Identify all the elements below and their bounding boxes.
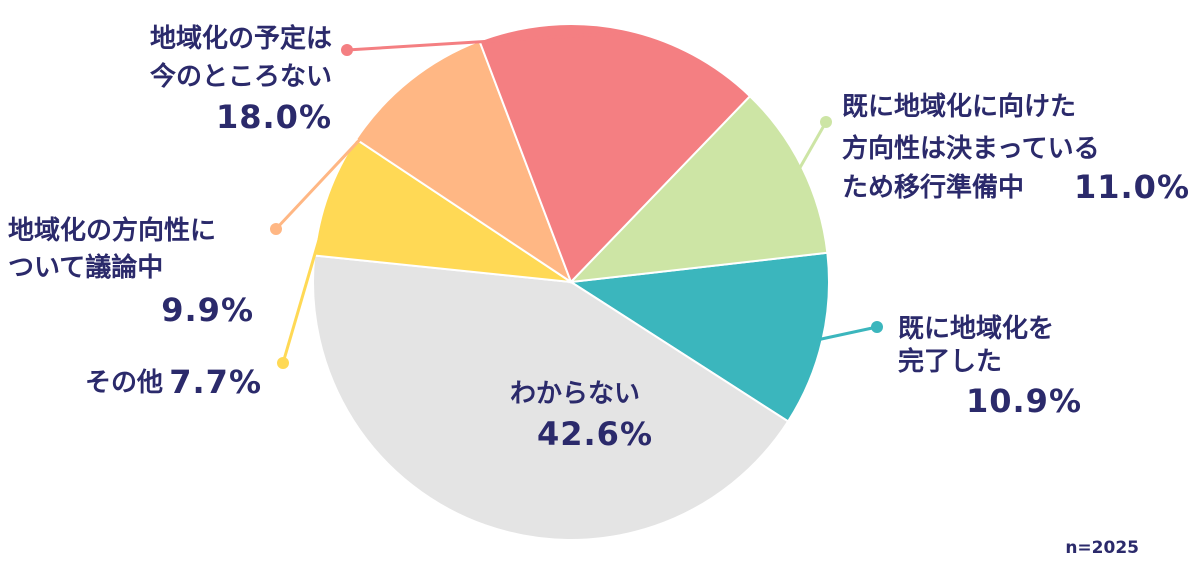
pie-slice-unknown: [311, 254, 790, 541]
slice-label-preparing-line3: ため移行準備中: [842, 172, 1024, 203]
slice-value-no-plan: 18.0%: [216, 98, 332, 136]
slice-label-preparing-line1: 既に地域化に向けた: [842, 91, 1076, 122]
leader-dot-discussing: [270, 223, 282, 235]
pie-slices: [311, 23, 830, 541]
leader-dot-complete: [871, 321, 883, 333]
slice-label-preparing-line2: 方向性は決まっている: [842, 133, 1100, 164]
slice-value-complete: 10.9%: [966, 382, 1082, 420]
pie-slice-discussing: [354, 39, 574, 285]
slice-value-unknown: 42.6%: [537, 415, 653, 453]
slice-value-other: 7.7%: [169, 363, 262, 401]
leader-line-no-plan: [346, 31, 623, 52]
leader-dot-preparing: [820, 116, 832, 128]
leader-dot-no-plan: [341, 44, 353, 56]
slice-label-no-plan-line2: 今のところない: [150, 61, 332, 92]
slice-label-unknown: わからない: [510, 379, 640, 409]
slice-label-no-plan-line1: 地域化の予定は: [150, 23, 332, 54]
pie-slice-preparing: [568, 94, 829, 284]
slice-label-discussing-line2: ついて議論中: [8, 252, 163, 283]
leader-line-complete: [818, 325, 878, 342]
slice-label-discussing-line1: 地域化の方向性に: [8, 215, 216, 246]
leader-dot-other: [277, 357, 289, 369]
slice-label-other: その他: [85, 368, 163, 398]
slice-label-complete-line1: 既に地域化を: [898, 314, 1054, 344]
sample-size-note: n=2025: [1065, 538, 1139, 558]
slice-value-discussing: 9.9%: [161, 291, 254, 329]
leader-lines: [270, 31, 883, 369]
slice-value-preparing: 11.0%: [1074, 168, 1190, 206]
leader-line-other: [281, 195, 334, 364]
pie-slice-no-plan: [478, 23, 752, 284]
leader-line-preparing: [797, 121, 828, 171]
slice-label-complete-line2: 完了した: [898, 346, 1002, 377]
pie-slice-complete: [568, 251, 830, 423]
leader-line-discussing: [274, 82, 414, 231]
